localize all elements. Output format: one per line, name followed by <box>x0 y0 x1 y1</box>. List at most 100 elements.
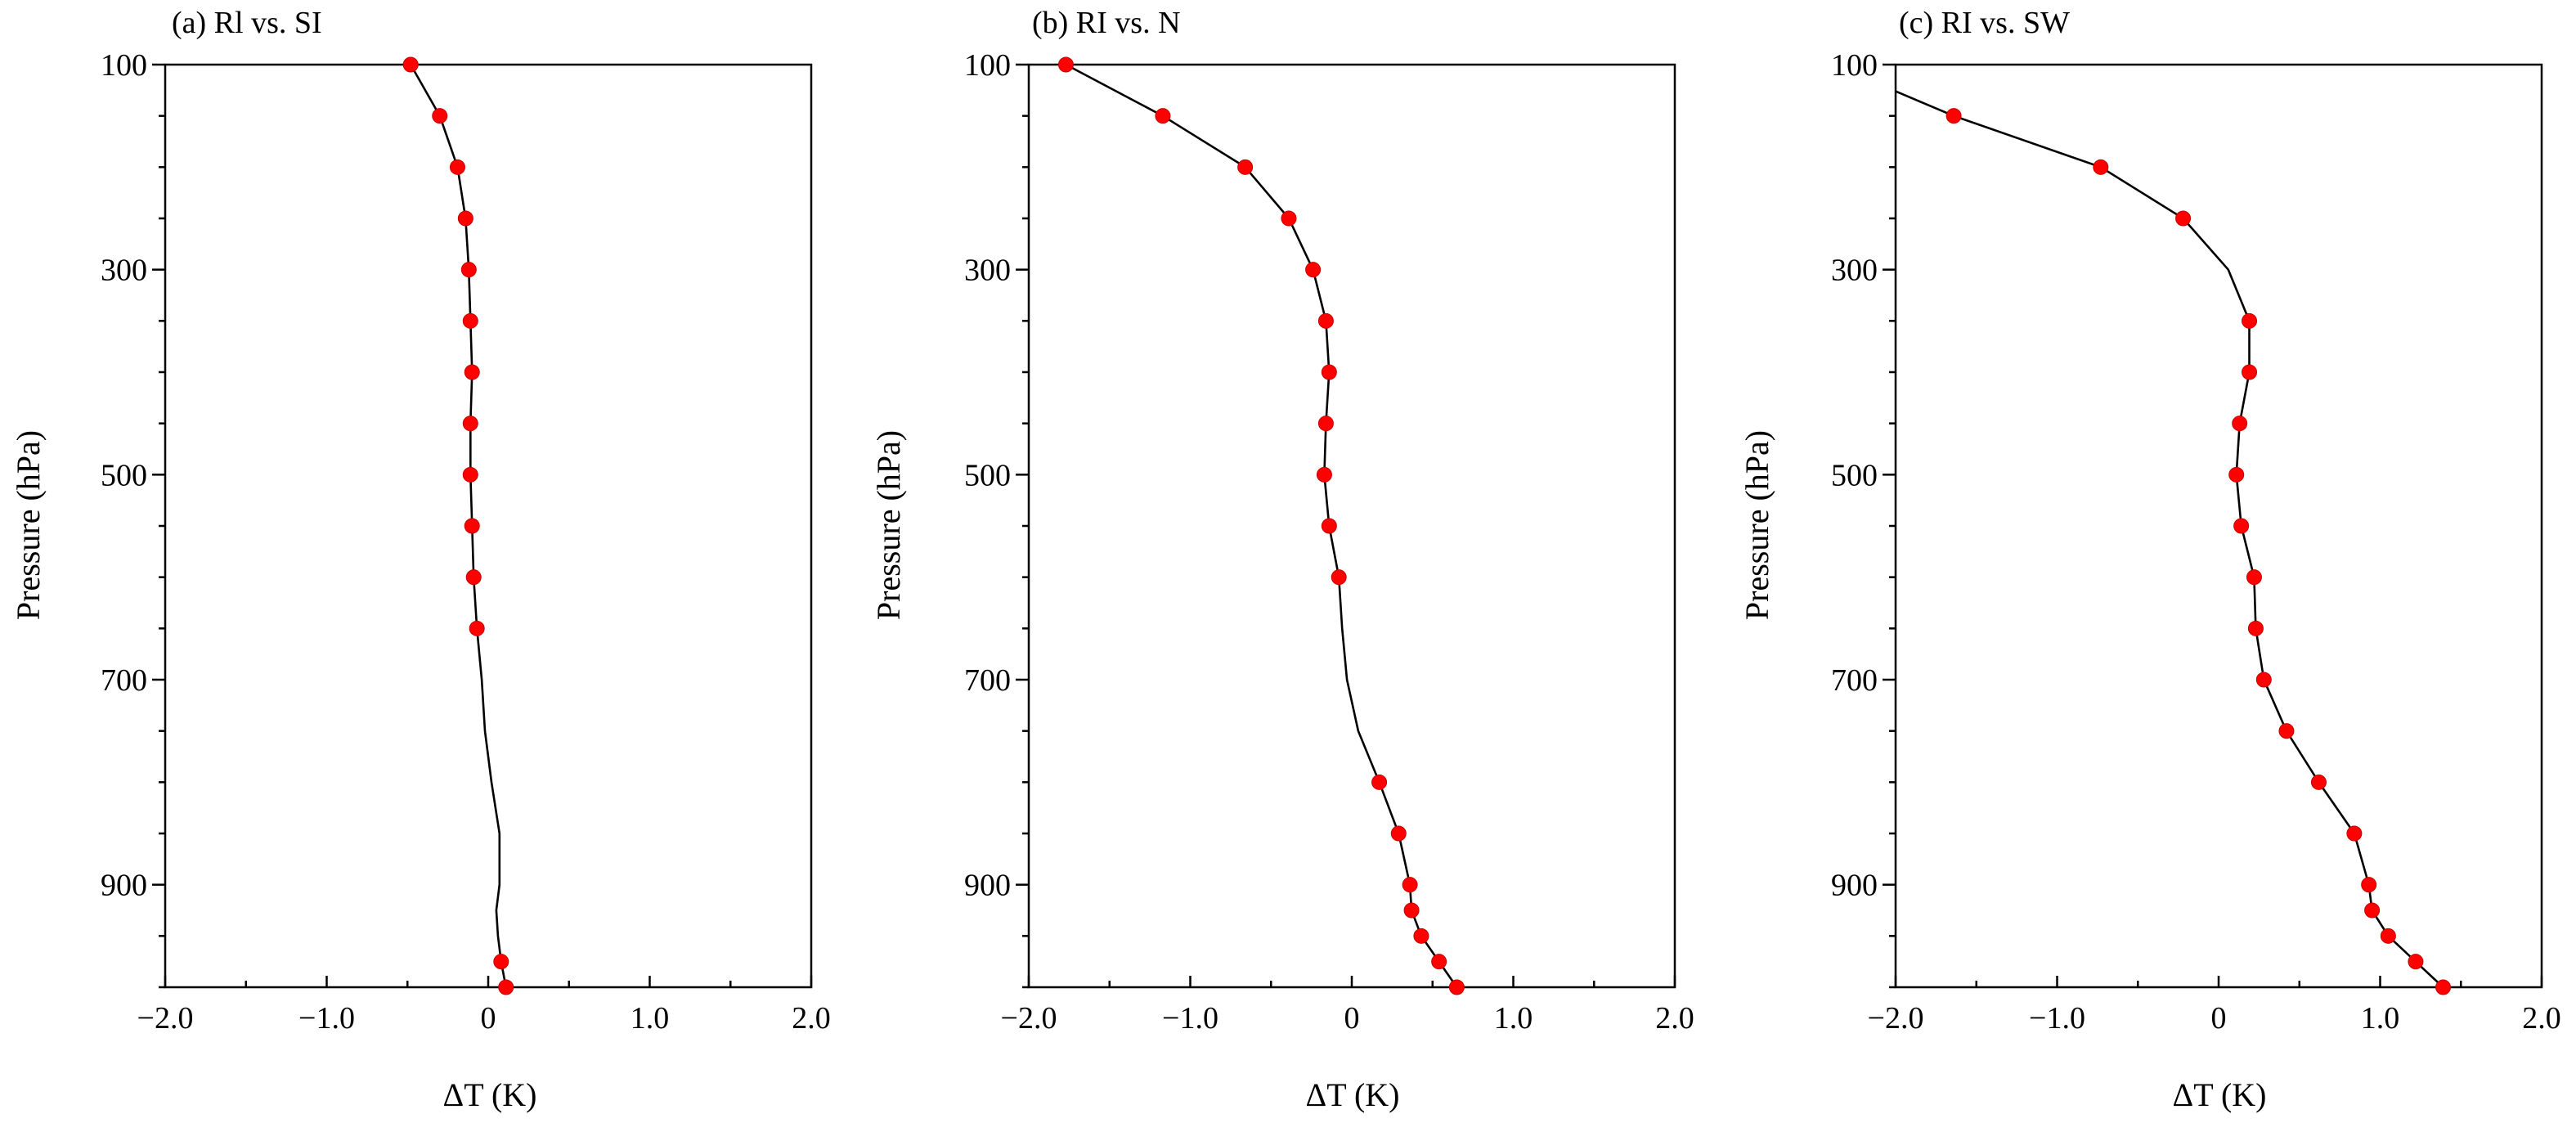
data-point <box>1317 312 1334 329</box>
data-point <box>402 56 419 73</box>
x-tick-label: −2.0 <box>137 1001 194 1035</box>
data-point <box>464 518 480 534</box>
data-point <box>2380 928 2396 944</box>
x-tick-label: −2.0 <box>1001 1001 1057 1035</box>
data-point <box>498 979 514 995</box>
profile-line <box>1895 90 2444 988</box>
data-point <box>462 466 478 483</box>
ticks <box>152 63 813 989</box>
x-tick-labels: −2.0 −1.0 0 1.0 2.0 <box>137 1001 831 1035</box>
y-tick-label: 100 <box>1831 48 1878 83</box>
x-tick-label: 1.0 <box>2361 1001 2400 1035</box>
data-point <box>1155 108 1171 124</box>
x-tick-labels: −2.0 −1.0 0 1.0 2.0 <box>1868 1001 2561 1035</box>
data-point <box>1413 928 1429 944</box>
y-tick-label: 500 <box>964 458 1011 492</box>
data-points <box>402 56 514 995</box>
data-point <box>1390 825 1407 842</box>
data-point <box>1331 569 1347 586</box>
y-tick-labels: 100 300 500 700 900 <box>101 48 147 903</box>
plot-frame <box>1027 63 1676 989</box>
data-point <box>464 364 480 380</box>
data-point <box>1945 108 1962 124</box>
y-tick-label: 300 <box>101 254 147 288</box>
data-point <box>2278 723 2295 739</box>
data-point <box>1317 416 1334 432</box>
data-point <box>1371 774 1388 790</box>
panel-a: (a) Rl vs. SI Pressure (hPa) ΔT (K) −2.0… <box>10 6 831 1113</box>
y-tick-labels: 100 300 500 700 900 <box>964 48 1011 903</box>
plot-frame <box>1894 63 2543 989</box>
x-axis-label: ΔT (K) <box>1306 1076 1400 1113</box>
data-point <box>1321 364 1337 380</box>
data-point <box>1403 902 1420 919</box>
x-axis-label: ΔT (K) <box>2173 1076 2267 1113</box>
data-point <box>432 108 448 124</box>
data-point <box>2232 416 2248 432</box>
x-tick-label: 2.0 <box>2522 1001 2561 1035</box>
data-point <box>1316 466 1332 483</box>
data-point <box>2242 364 2258 380</box>
data-point <box>449 159 465 175</box>
panel-title: (a) Rl vs. SI <box>172 6 322 40</box>
x-tick-label: −1.0 <box>1162 1001 1218 1035</box>
x-tick-label: 1.0 <box>631 1001 670 1035</box>
x-tick-label: −1.0 <box>298 1001 355 1035</box>
x-tick-label: 2.0 <box>1655 1001 1694 1035</box>
data-point <box>2310 774 2327 790</box>
data-point <box>1402 877 1418 893</box>
x-tick-label: 0 <box>1344 1001 1360 1035</box>
y-tick-label: 700 <box>101 663 147 698</box>
x-tick-label: 0 <box>2211 1001 2227 1035</box>
y-axis-label: Pressure (hPa) <box>1739 430 1775 620</box>
data-point <box>2408 954 2424 970</box>
ticks <box>1016 63 1676 989</box>
data-point <box>457 210 473 227</box>
data-point <box>2233 518 2250 534</box>
x-tick-label: −1.0 <box>2029 1001 2085 1035</box>
y-tick-label: 900 <box>1831 869 1878 903</box>
y-tick-label: 700 <box>1831 663 1878 698</box>
data-point <box>460 262 477 278</box>
panel-title: (b) RI vs. N <box>1032 6 1181 40</box>
data-point <box>2175 210 2192 227</box>
data-point <box>1448 979 1465 995</box>
panel-c: (c) RI vs. SW Pressure (hPa) ΔT (K) −2.0… <box>1739 6 2561 1113</box>
data-point <box>465 569 482 586</box>
data-point <box>2361 877 2377 893</box>
data-point <box>1237 159 1254 175</box>
data-point <box>2255 672 2272 688</box>
data-point <box>462 416 478 432</box>
data-point <box>2364 902 2381 919</box>
y-tick-label: 100 <box>101 48 147 83</box>
data-points <box>1057 56 1465 995</box>
y-tick-label: 700 <box>964 663 1011 698</box>
ticks <box>1883 63 2543 989</box>
y-tick-label: 100 <box>964 48 1011 83</box>
x-axis-label: ΔT (K) <box>443 1076 537 1113</box>
data-point <box>1321 518 1337 534</box>
data-point <box>2246 569 2262 586</box>
data-point <box>2228 466 2245 483</box>
data-point <box>493 954 509 970</box>
y-tick-label: 300 <box>964 254 1011 288</box>
y-axis-label: Pressure (hPa) <box>870 430 907 620</box>
data-point <box>1305 262 1322 278</box>
x-tick-label: 1.0 <box>1494 1001 1533 1035</box>
profile-line <box>410 64 507 988</box>
x-tick-labels: −2.0 −1.0 0 1.0 2.0 <box>1001 1001 1694 1035</box>
data-point <box>462 312 478 329</box>
data-point <box>2242 312 2258 329</box>
y-tick-label: 300 <box>1831 254 1878 288</box>
data-point <box>2346 825 2363 842</box>
data-points <box>1945 108 2452 995</box>
y-tick-label: 900 <box>101 869 147 903</box>
y-tick-label: 900 <box>964 869 1011 903</box>
data-point <box>1431 954 1447 970</box>
y-tick-label: 500 <box>1831 458 1878 492</box>
profile-line <box>1065 63 1458 988</box>
data-point <box>2247 620 2264 636</box>
data-point <box>469 620 485 636</box>
data-point <box>1281 210 1297 227</box>
y-axis-label: Pressure (hPa) <box>10 430 47 620</box>
